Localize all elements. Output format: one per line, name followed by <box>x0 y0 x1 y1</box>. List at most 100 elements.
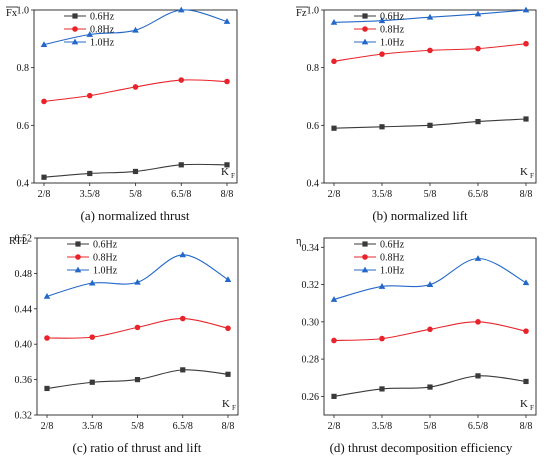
data-point <box>427 384 433 390</box>
data-point <box>132 84 139 90</box>
data-point <box>378 17 386 24</box>
series-0.6Hz <box>41 162 230 180</box>
x-tick-label: 6.5/8 <box>173 421 193 432</box>
y-tick-label: 0.8 <box>307 63 320 74</box>
data-point <box>427 326 433 333</box>
x-tick-label: 8/8 <box>222 421 235 432</box>
data-point <box>178 77 185 83</box>
x-axis-label-subscript: F <box>530 172 534 180</box>
data-point <box>427 122 433 128</box>
series-0.8Hz <box>44 315 231 341</box>
y-tick-label: 0.52 <box>15 234 33 245</box>
y-tick-label: 1.0 <box>17 6 30 17</box>
x-tick-label: 8/8 <box>520 189 533 200</box>
legend-item: 0.8Hz <box>354 25 405 36</box>
x-tick-label: 2/8 <box>328 189 341 200</box>
x-tick-label: 3.5/8 <box>372 421 392 432</box>
x-tick-label: 3.5/8 <box>372 189 392 200</box>
legend-label: 1.0Hz <box>380 38 405 49</box>
legend-item: 0.8Hz <box>64 25 115 36</box>
y-tick-label: 0.36 <box>15 375 33 386</box>
legend-item: 0.8Hz <box>354 253 405 264</box>
data-point <box>177 6 185 13</box>
legend-marker <box>72 26 78 32</box>
legend-item: 0.6Hz <box>67 240 118 251</box>
legend-label: 0.6Hz <box>380 240 405 251</box>
chart-panel-2: 0.4 0.6 0.8 1.0 2/8 3.5/8 5/8 6.5/8 8/8 Fz K F 0.6Hz… <box>296 6 537 223</box>
data-point <box>88 279 96 286</box>
legend-marker <box>362 254 368 260</box>
legend-item: 1.0Hz <box>354 38 405 49</box>
y-tick-label: 0.4 <box>307 179 320 190</box>
data-point <box>475 45 481 52</box>
data-point <box>523 328 529 334</box>
data-point <box>379 51 385 57</box>
legend-item: 1.0Hz <box>67 266 118 277</box>
x-axis-label: K <box>222 398 230 410</box>
legend-label: 1.0Hz <box>90 38 115 49</box>
y-tick-label: 0.48 <box>15 269 33 280</box>
series-1.0Hz <box>43 251 232 299</box>
data-point <box>330 296 338 302</box>
legend-marker <box>75 241 81 247</box>
legend-marker <box>71 38 79 45</box>
data-point <box>179 315 186 322</box>
data-point <box>474 10 482 17</box>
legend-label: 0.8Hz <box>93 253 118 264</box>
y-tick-label: 0.34 <box>302 243 320 254</box>
legend-marker <box>362 26 368 32</box>
x-tick-label: 5/8 <box>129 189 142 200</box>
data-point <box>224 276 232 282</box>
data-point <box>89 379 95 385</box>
series-line <box>333 257 527 301</box>
data-point <box>330 18 338 25</box>
y-tick-label: 0.26 <box>302 392 320 403</box>
data-point <box>523 378 529 385</box>
legend-label: 0.6Hz <box>90 12 115 23</box>
data-point <box>475 373 481 379</box>
legend-marker <box>361 38 369 45</box>
y-tick-label: 0.32 <box>302 280 320 291</box>
legend-item: 0.6Hz <box>354 12 405 23</box>
x-tick-label: 2/8 <box>328 421 341 432</box>
y-tick-label: 0.6 <box>307 121 320 132</box>
x-tick-label: 3.5/8 <box>80 189 100 200</box>
panel-caption: (b) normalized lift <box>372 208 468 223</box>
x-tick-label: 5/8 <box>424 421 437 432</box>
panel-caption: (d) thrust decomposition efficiency <box>330 440 513 455</box>
x-axis-label-subscript: F <box>231 172 235 180</box>
data-point <box>86 31 94 37</box>
data-point <box>522 279 530 286</box>
series-1.0Hz <box>330 255 530 302</box>
data-point <box>89 334 96 340</box>
data-point <box>41 98 47 105</box>
series-0.6Hz <box>331 116 529 131</box>
x-tick-label: 6.5/8 <box>468 189 488 200</box>
data-point <box>426 13 434 20</box>
data-point <box>427 47 433 54</box>
y-tick-label: 0.28 <box>302 355 320 366</box>
series-line <box>46 254 229 297</box>
legend-marker <box>362 13 368 19</box>
panel-caption: (a) normalized thrust <box>80 208 189 223</box>
x-tick-label: 8/8 <box>221 189 234 200</box>
y-tick-label: 0.40 <box>15 340 33 351</box>
data-point <box>44 385 50 392</box>
legend-marker <box>74 266 82 273</box>
data-point <box>378 283 386 289</box>
series-0.8Hz <box>331 40 529 65</box>
x-tick-label: 6.5/8 <box>468 421 488 432</box>
legend-label: 0.6Hz <box>380 12 405 23</box>
y-axis-label: RTL <box>9 236 28 247</box>
data-point <box>224 162 230 168</box>
data-point <box>179 251 187 258</box>
data-point <box>134 324 141 331</box>
data-point <box>223 18 231 24</box>
series-line <box>43 79 228 102</box>
data-point <box>475 319 481 325</box>
legend-marker <box>72 13 78 19</box>
y-axis-label: Fx <box>6 8 18 19</box>
x-axis-label-subscript: F <box>232 404 236 412</box>
data-point <box>41 174 47 180</box>
